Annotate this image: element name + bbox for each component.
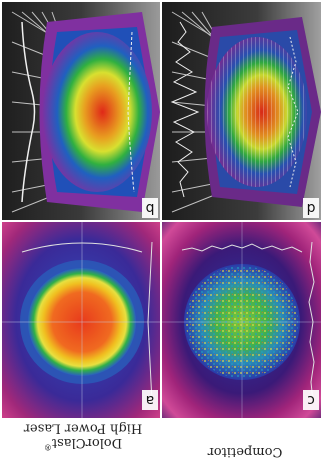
panel-b-surface-plot	[2, 2, 160, 220]
panel-c-beam-image: c	[162, 222, 321, 418]
panel-a-label: a	[142, 390, 158, 410]
caption-product-line: High Power Laser	[23, 420, 143, 435]
panel-a-heatmap	[2, 222, 160, 418]
panel-a-beam-image: a	[2, 222, 160, 418]
panel-d-3d-profile: d	[162, 2, 321, 220]
panel-c-label: c	[303, 390, 319, 410]
caption-product-name: DolorClast®	[43, 435, 123, 452]
caption-competitor: Competitor	[207, 444, 283, 459]
caption-product: DolorClast® High Power Laser	[18, 420, 148, 454]
panel-c-heatmap	[162, 222, 321, 418]
panel-d-label: d	[303, 198, 319, 218]
panel-b-label: b	[142, 198, 158, 218]
panel-b-3d-profile: b	[2, 2, 160, 220]
panel-d-surface-plot	[162, 2, 321, 220]
